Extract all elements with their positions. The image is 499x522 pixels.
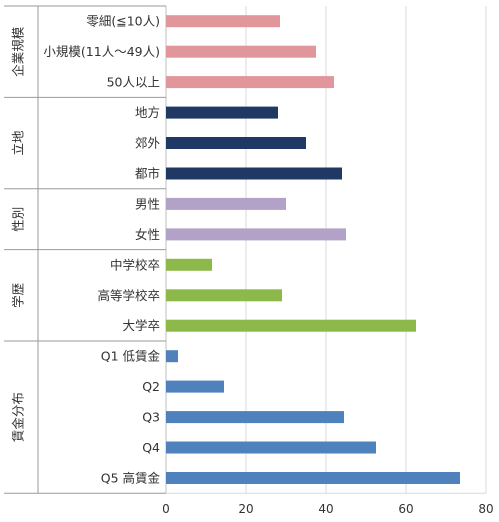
category-label: 零細(≦10人) (86, 14, 160, 29)
bar (166, 76, 334, 89)
bar (166, 197, 286, 210)
category-labels: 零細(≦10人) 小規模(11人～49人) 50人以上地方郊外都市男性女性中学校卒高… (43, 14, 160, 486)
x-tick-label: 20 (238, 502, 253, 516)
bar (166, 137, 306, 149)
category-label: Q4 (142, 440, 160, 455)
bar (166, 228, 346, 241)
x-tick-label: 40 (318, 502, 333, 516)
x-tick-label: 60 (398, 502, 413, 516)
category-label: 都市 (135, 166, 160, 181)
category-label: 50人以上 (107, 75, 160, 90)
bar (166, 15, 280, 28)
bar (166, 411, 344, 424)
bar (166, 289, 282, 302)
group-label: 賃金分布 (10, 392, 25, 442)
bar (166, 441, 376, 454)
bar (166, 380, 224, 393)
group-label: 企業規模 (10, 26, 25, 77)
bar (166, 472, 460, 484)
category-label: 小規模(11人～49人) (43, 44, 160, 59)
x-axis-tick-labels: 0 20 40 60 80 (162, 502, 493, 516)
category-label: 女性 (135, 227, 160, 242)
category-label: 大学卒 (122, 318, 160, 333)
category-label: Q1 低賃金 (101, 349, 161, 364)
category-label: 郊外 (135, 136, 161, 151)
category-label: 男性 (135, 196, 160, 211)
bar (166, 106, 278, 119)
bar (166, 350, 178, 363)
bar (166, 319, 416, 332)
x-tick-label: 80 (478, 502, 493, 516)
bar (166, 167, 342, 180)
group-label: 学歴 (10, 283, 25, 308)
bars (166, 15, 460, 484)
category-label: 地方 (135, 105, 160, 120)
category-label: 中学校卒 (110, 257, 160, 272)
bar (166, 258, 212, 271)
category-label: Q2 (142, 379, 160, 394)
category-label: Q3 (142, 410, 160, 425)
bar (166, 45, 316, 58)
x-tick-label: 0 (162, 502, 170, 516)
category-label: 高等学校卒 (97, 288, 160, 303)
group-label: 性別 (10, 207, 25, 232)
group-label: 立地 (11, 130, 26, 156)
category-label: Q5 高賃金 (101, 470, 161, 485)
